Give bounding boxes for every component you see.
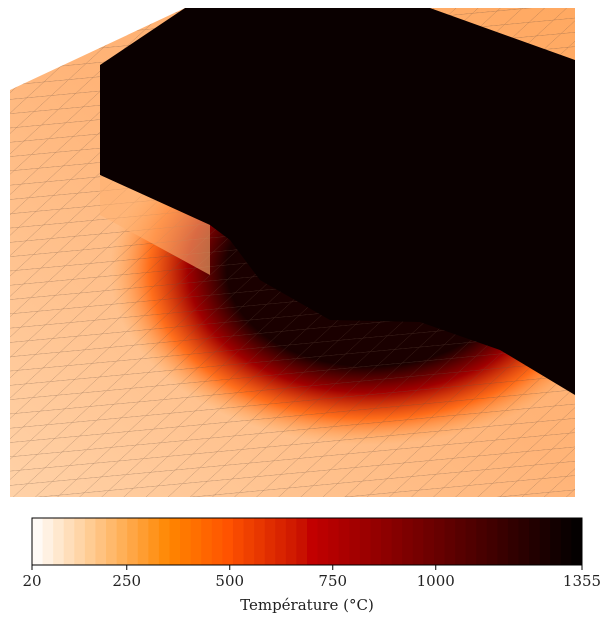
colorbar-step: [42, 518, 54, 565]
colorbar-step: [74, 518, 86, 565]
colorbar-step: [137, 518, 149, 565]
colorbar-step: [158, 518, 170, 565]
colorbar-step: [359, 518, 371, 565]
colorbar-step: [275, 518, 287, 565]
colorbar-step: [296, 518, 308, 565]
colorbar-step: [444, 518, 456, 565]
tick-label: 1355: [563, 572, 601, 590]
colorbar-step: [402, 518, 414, 565]
colorbar-label: Température (°C): [240, 596, 374, 614]
colorbar-step: [63, 518, 75, 565]
colorbar-step: [433, 518, 445, 565]
colorbar-step: [497, 518, 509, 565]
colorbar-step: [518, 518, 530, 565]
colorbar-step: [529, 518, 541, 565]
colorbar-step: [338, 518, 350, 565]
scene: [10, 8, 575, 497]
colorbar-step: [116, 518, 128, 565]
colorbar-frame: [31, 517, 583, 566]
colorbar-step: [550, 518, 562, 565]
colorbar-step: [455, 518, 467, 565]
colorbar-step: [232, 518, 245, 565]
colorbar-step: [84, 518, 96, 565]
colorbar-step: [201, 518, 213, 565]
tick-label: 20: [22, 572, 41, 590]
colorbar-step: [169, 518, 181, 565]
colorbar-step: [190, 518, 202, 565]
colorbar-step: [507, 518, 520, 565]
colorbar-step: [539, 518, 551, 565]
colorbar-step: [328, 518, 340, 565]
colorbar-step: [486, 518, 498, 565]
colorbar-step: [465, 518, 477, 565]
colorbar-step: [349, 518, 361, 565]
colorbar-step: [476, 518, 488, 565]
colorbar-step: [264, 518, 276, 565]
colorbar-step: [95, 518, 107, 565]
colorbar-step: [211, 518, 223, 565]
colorbar-step: [53, 518, 65, 565]
colorbar-step: [106, 518, 118, 565]
colorbar-step: [370, 518, 382, 565]
colorbar-step: [285, 518, 297, 565]
colorbar-step: [32, 518, 44, 565]
colorbar-step: [391, 518, 403, 565]
colorbar-step: [307, 518, 319, 565]
colorbar-step: [127, 518, 139, 565]
colorbar-step: [560, 518, 572, 565]
colorbar-step: [381, 518, 393, 565]
colorbar-step: [243, 518, 255, 565]
colorbar-step: [222, 518, 234, 565]
colorbar-step: [254, 518, 266, 565]
tick-label: 500: [215, 572, 244, 590]
colorbar: [32, 518, 583, 565]
tick-label: 1000: [417, 572, 455, 590]
colorbar-step: [423, 518, 435, 565]
colorbar-step: [180, 518, 192, 565]
tick-label: 750: [318, 572, 347, 590]
colorbar-step: [317, 518, 329, 565]
tick-label: 250: [112, 572, 141, 590]
colorbar-step: [571, 518, 583, 565]
colorbar-step: [412, 518, 424, 565]
colorbar-step: [148, 518, 160, 565]
